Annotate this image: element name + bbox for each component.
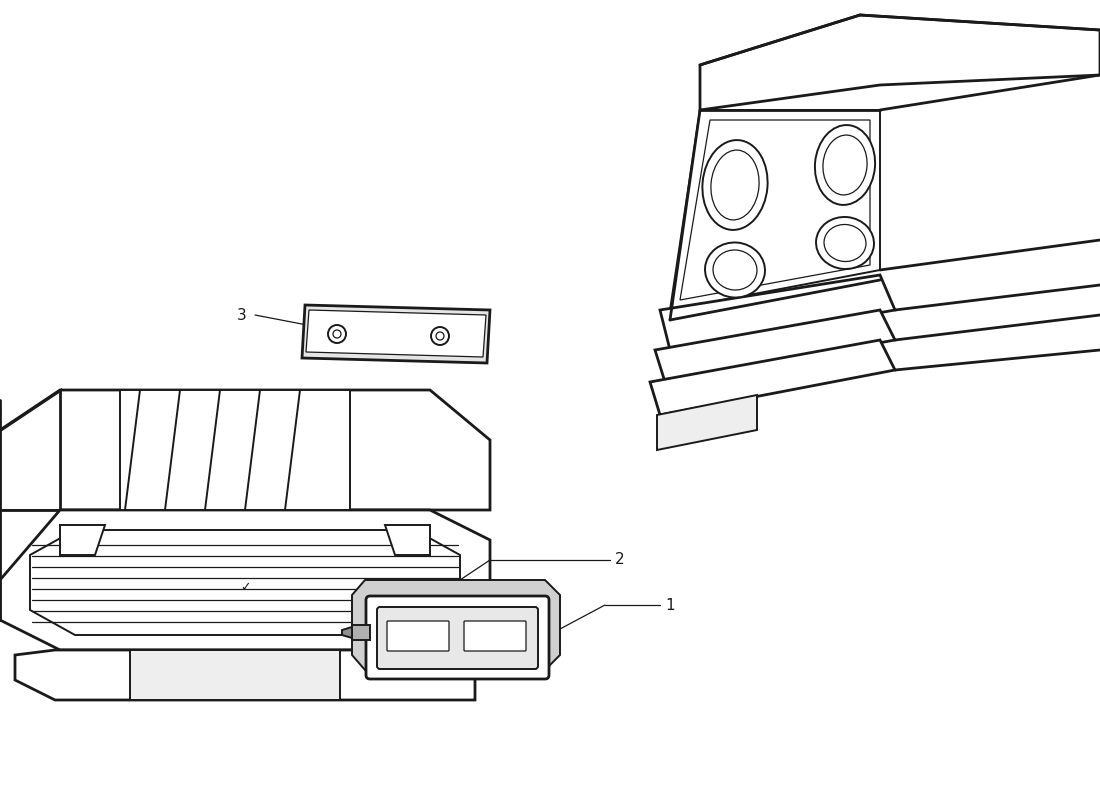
Polygon shape	[120, 390, 350, 510]
Polygon shape	[680, 120, 870, 300]
Text: ✓: ✓	[240, 582, 251, 594]
Polygon shape	[654, 310, 895, 382]
Polygon shape	[306, 310, 486, 357]
Polygon shape	[30, 530, 460, 635]
Polygon shape	[0, 390, 60, 510]
Polygon shape	[0, 510, 490, 650]
Polygon shape	[0, 390, 490, 510]
Polygon shape	[0, 510, 60, 620]
FancyBboxPatch shape	[377, 607, 538, 669]
Polygon shape	[342, 627, 352, 638]
Ellipse shape	[713, 250, 757, 290]
Text: 3: 3	[238, 307, 248, 322]
Circle shape	[436, 332, 444, 340]
Polygon shape	[657, 395, 757, 450]
Ellipse shape	[703, 140, 768, 230]
Ellipse shape	[705, 242, 764, 298]
Polygon shape	[700, 15, 1100, 110]
Polygon shape	[352, 580, 560, 670]
Polygon shape	[670, 110, 880, 310]
Ellipse shape	[711, 150, 759, 220]
Text: 2: 2	[615, 553, 625, 567]
Polygon shape	[650, 340, 895, 415]
FancyBboxPatch shape	[387, 621, 449, 651]
Polygon shape	[302, 305, 490, 363]
Polygon shape	[60, 525, 104, 555]
Circle shape	[328, 325, 346, 343]
Text: 1: 1	[666, 598, 674, 613]
Polygon shape	[15, 650, 475, 700]
Ellipse shape	[815, 125, 876, 205]
FancyBboxPatch shape	[464, 621, 526, 651]
Polygon shape	[130, 650, 340, 700]
Ellipse shape	[816, 217, 875, 269]
FancyBboxPatch shape	[366, 596, 549, 679]
Polygon shape	[660, 275, 895, 350]
Ellipse shape	[823, 135, 867, 195]
Circle shape	[431, 327, 449, 345]
Polygon shape	[385, 525, 430, 555]
Polygon shape	[352, 625, 370, 640]
Circle shape	[333, 330, 341, 338]
Ellipse shape	[824, 225, 866, 262]
